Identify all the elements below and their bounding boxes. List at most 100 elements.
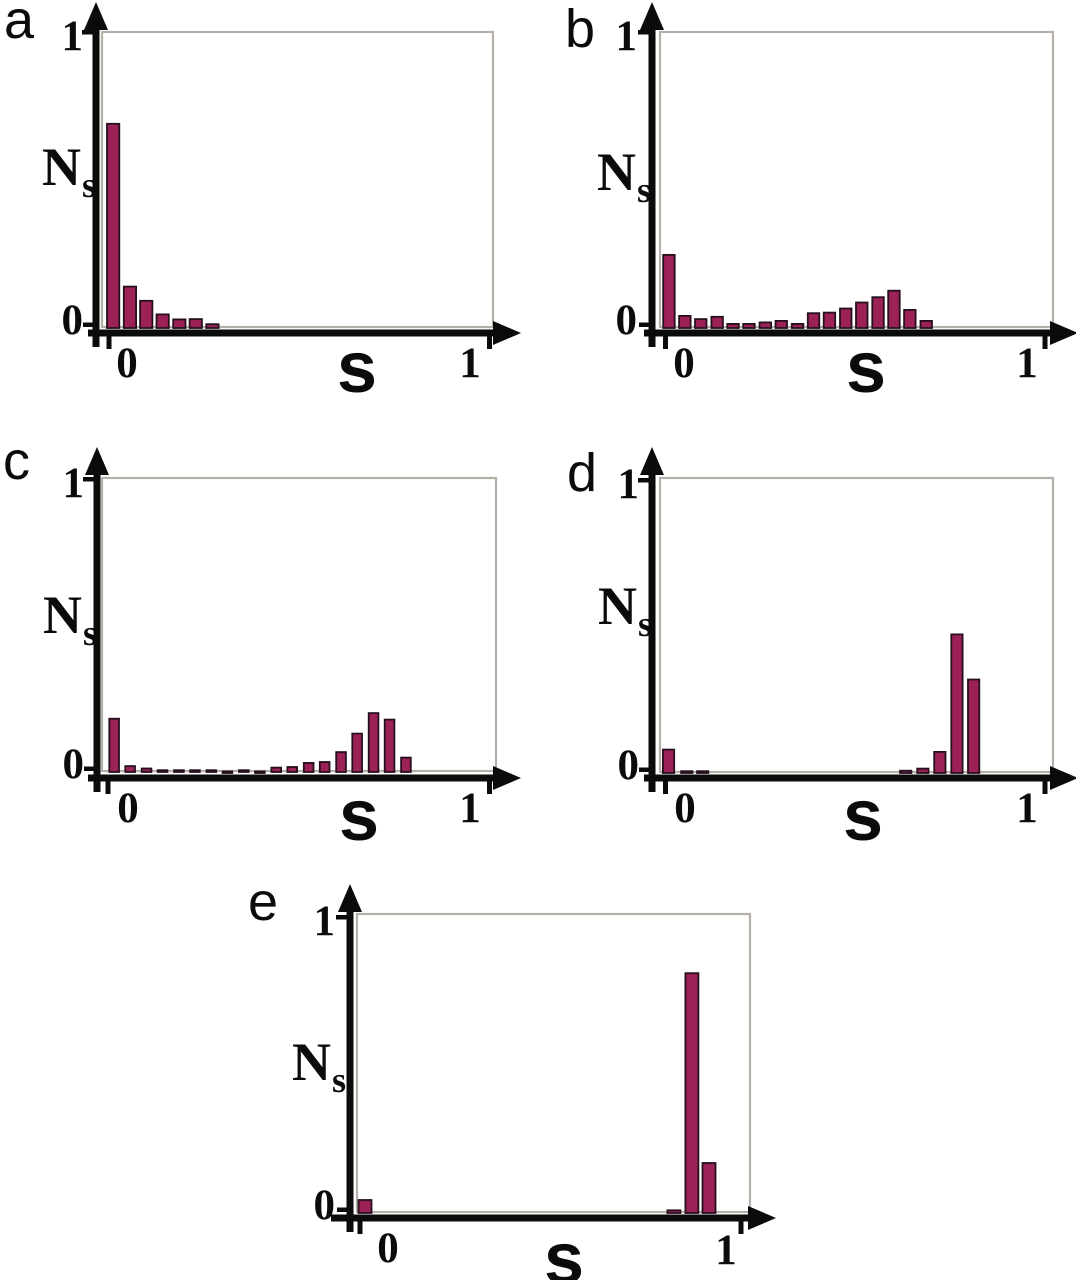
y-axis-label-subscript: s: [82, 165, 97, 205]
histogram-bar-d-5: [933, 751, 947, 774]
x-tick-c-1: [487, 781, 492, 794]
x-axis-e: [331, 1214, 752, 1222]
x-tick-a-1: [487, 336, 492, 349]
histogram-bar-d-4: [916, 767, 930, 774]
y-tick-a-0: [83, 322, 96, 327]
y-tick-label-1: 1: [615, 13, 638, 60]
y-axis-arrow-icon: [640, 447, 664, 475]
x-tick-label-1: 1: [1016, 785, 1038, 832]
x-axis-label: s: [845, 328, 887, 408]
y-tick-label-0: 0: [617, 742, 640, 789]
y-tick-label-1: 1: [617, 461, 640, 508]
histogram-bar-e-2: [684, 972, 700, 1214]
histogram-bar-c-3: [156, 769, 169, 773]
histogram-bar-c-7: [221, 770, 234, 774]
y-axis-d: [648, 469, 656, 792]
panel-letter-b: b: [565, 0, 596, 59]
plot-frame-c: [100, 476, 498, 773]
histogram-bar-a-6: [205, 323, 220, 329]
plot-frame-b: [658, 30, 1055, 329]
histogram-bar-b-12: [855, 301, 869, 329]
x-tick-d-0: [663, 781, 668, 794]
y-tick-e-0: [337, 1207, 350, 1212]
histogram-bar-b-2: [694, 318, 708, 329]
y-axis-label-subscript: s: [638, 604, 653, 644]
histogram-bar-c-16: [367, 712, 380, 773]
x-axis-label: s: [842, 776, 884, 856]
histogram-bar-d-6: [950, 633, 964, 774]
x-tick-e-0: [357, 1221, 363, 1234]
histogram-bar-c-15: [351, 732, 363, 773]
histogram-bar-c-8: [238, 769, 250, 773]
y-axis-label: Ns: [292, 1032, 346, 1098]
histogram-bar-b-9: [806, 312, 821, 329]
histogram-bar-c-17: [383, 718, 396, 773]
y-axis-label: Ns: [597, 142, 651, 208]
y-axis-label: Ns: [42, 140, 96, 203]
y-tick-e-1: [336, 915, 350, 920]
y-tick-d-1: [638, 478, 652, 483]
y-axis-b: [648, 24, 656, 347]
histogram-bar-b-8: [790, 322, 805, 329]
y-tick-d-0: [639, 767, 652, 772]
x-axis-label: s: [336, 328, 378, 408]
histogram-bar-a-0: [106, 122, 121, 329]
y-axis-label-subscript: s: [637, 170, 652, 210]
histogram-bar-e-0: [357, 1199, 373, 1214]
x-tick-label-0: 0: [377, 1225, 399, 1272]
x-tick-label-1: 1: [459, 785, 481, 832]
histogram-bar-d-0: [662, 748, 676, 774]
x-tick-label-1: 1: [1016, 340, 1038, 387]
x-axis-arrow-icon: [748, 1206, 776, 1230]
histogram-bar-c-14: [335, 751, 347, 773]
x-axis-arrow-icon: [1050, 321, 1076, 345]
x-axis-label: s: [543, 1219, 585, 1280]
histogram-bar-b-11: [839, 307, 853, 329]
x-tick-d-1: [1042, 781, 1048, 794]
histogram-bar-c-6: [205, 769, 218, 773]
histogram-bar-e-1: [666, 1209, 682, 1214]
y-tick-label-1: 1: [62, 460, 85, 507]
histogram-bar-e-3: [701, 1162, 717, 1214]
x-tick-label-0: 0: [673, 340, 695, 387]
x-tick-label-1: 1: [715, 1227, 737, 1274]
y-axis-label: Ns: [598, 576, 652, 642]
x-axis-arrow-icon: [493, 766, 521, 790]
y-tick-label-0: 0: [615, 297, 638, 344]
x-tick-label-0: 0: [117, 785, 139, 832]
histogram-bar-c-5: [189, 769, 201, 773]
histogram-bar-b-14: [887, 289, 901, 329]
y-axis-label-base: N: [292, 1032, 331, 1092]
x-axis-arrow-icon: [493, 321, 521, 345]
histogram-bar-c-4: [173, 769, 185, 773]
histogram-bar-b-5: [742, 322, 756, 329]
histogram-bar-d-2: [696, 770, 710, 774]
histogram-bar-b-6: [758, 321, 772, 329]
histogram-bar-b-16: [919, 319, 933, 329]
y-axis-arrow-icon: [84, 2, 108, 30]
y-axis-e: [346, 906, 354, 1232]
y-axis-label-base: N: [598, 576, 637, 636]
histogram-bar-b-15: [903, 308, 917, 329]
histogram-bar-d-7: [967, 678, 981, 774]
x-axis-a: [88, 329, 497, 337]
y-axis-label: Ns: [43, 588, 97, 651]
y-axis-arrow-icon: [640, 2, 664, 30]
histogram-bar-a-2: [139, 299, 154, 329]
y-tick-label-0: 0: [313, 1182, 336, 1229]
plot-frame-a: [100, 30, 495, 329]
histogram-bar-c-9: [254, 770, 266, 774]
histogram-bar-b-13: [871, 296, 885, 329]
panel-letter-a: a: [4, 0, 35, 50]
histogram-bar-b-7: [774, 319, 788, 329]
y-axis-label-base: N: [597, 142, 636, 202]
y-axis-label-subscript: s: [332, 1060, 347, 1100]
x-tick-label-0: 0: [116, 340, 138, 387]
histogram-bar-b-1: [678, 314, 692, 329]
histogram-bar-b-4: [726, 322, 740, 329]
x-axis-d: [644, 774, 1054, 782]
histogram-bar-c-0: [108, 717, 120, 773]
x-tick-e-1: [738, 1221, 744, 1234]
y-axis-label-subscript: s: [83, 613, 98, 653]
